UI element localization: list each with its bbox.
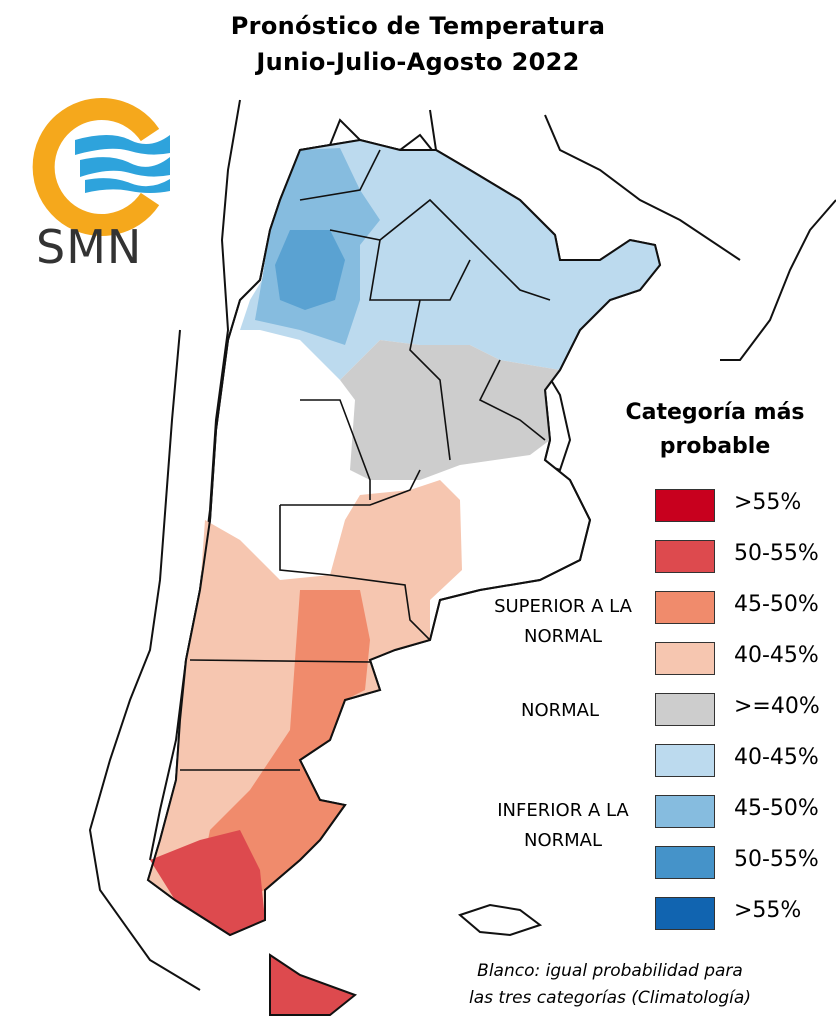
tierra-del-fuego [269,953,358,1016]
legend-label-inferior-55: >55% [734,898,802,923]
legend-label-superior-45-50: 45-50% [734,592,819,617]
legend-group-normal-label: NORMAL [520,700,599,721]
province-borders [180,149,551,771]
legend-swatch-superior-45-50 [655,591,715,624]
legend-swatch-normal [655,693,715,726]
brazil-border-line [544,114,741,261]
superior-region-south-strong [150,830,265,935]
normal-region-center [340,340,560,480]
legend-swatch-superior-55 [655,489,715,522]
legend-label-superior-40-45: 40-45% [734,643,819,668]
legend-group-superior-label: SUPERIOR A LA NORMAL [494,596,632,647]
smn-logo-wave-2 [80,157,170,177]
legend-swatch-inferior-40-45 [655,744,715,777]
map-title-line-2: Junio-Julio-Agosto 2022 [256,48,580,76]
legend-label-normal: >=40% [734,694,820,719]
legend-label-inferior-40-45: 40-45% [734,745,819,770]
map-title-line-1: Pronóstico de Temperatura [230,12,606,40]
smn-logo-text: SMN [36,220,143,274]
legend-label-inferior-50-55: 50-55% [734,847,819,872]
legend-swatch-inferior-55 [655,897,715,930]
legend-swatch-superior-50-55 [655,540,715,573]
climatology-note: Blanco: igual probabilidad para las tres… [420,958,800,1012]
brazil-coast-line [720,199,836,361]
chile-coast-line [88,329,201,991]
falklands-islands [458,903,543,937]
smn-logo [32,98,170,236]
legend-swatch-inferior-45-50 [655,795,715,828]
smn-logo-ring [32,98,160,236]
legend-label-superior-55: >55% [734,490,802,515]
legend-label-superior-50-55: 50-55% [734,541,819,566]
legend-swatch-inferior-50-55 [655,846,715,879]
argentina-outline-stroke [146,138,662,937]
superior-region-south-medium [200,590,370,900]
smn-logo-wave-3 [85,178,170,193]
legend-label-inferior-45-50: 45-50% [734,796,819,821]
legend-group-inferior-label: INFERIOR A LA NORMAL [497,800,629,851]
smn-logo-wave-1 [75,135,170,155]
legend-swatch-superior-40-45 [655,642,715,675]
climatology-note-line-1: Blanco: igual probabilidad para [477,961,743,981]
inferior-region-northwest-strong [275,230,345,310]
climatology-note-line-2: las tres categorías (Climatología) [469,988,751,1008]
legend-title: Categoría más probable [625,400,805,459]
